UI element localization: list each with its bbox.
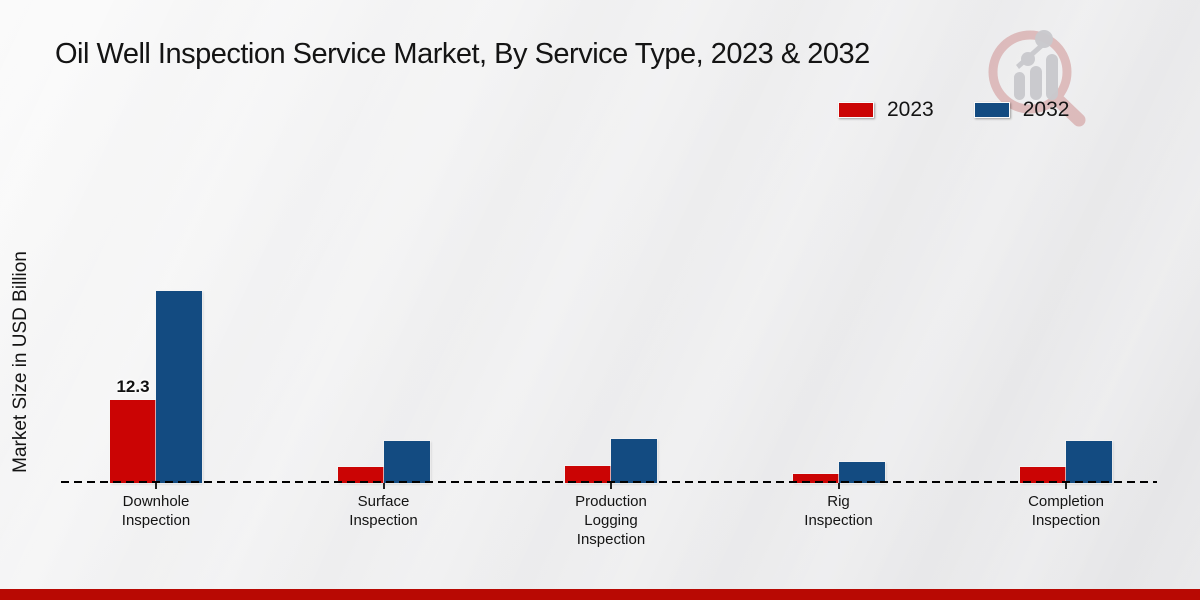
x-axis-tick: [837, 483, 840, 489]
bar-icon-short: [1014, 72, 1025, 100]
category-label-downhole-inspection: Downhole Inspection: [121, 493, 191, 529]
chart-title: Oil Well Inspection Service Market, By S…: [55, 38, 870, 70]
category-label-surface-inspection: Surface Inspection: [349, 493, 418, 529]
bar-2023-rig-inspection: [792, 474, 839, 483]
x-axis-tick: [382, 483, 385, 489]
bar-2023-production-logging-inspection: [565, 466, 611, 483]
footer-accent-bar: [0, 589, 1200, 600]
magnifier-handle-icon: [1050, 92, 1086, 127]
category-label-rig-inspection: Rig Inspection: [804, 493, 873, 529]
trend-dot-large-icon: [1035, 30, 1053, 48]
bar-value-label: 12.3: [116, 376, 150, 396]
bar-icon-tall: [1046, 54, 1058, 100]
legend-item-2032: 2032: [973, 98, 1070, 122]
bar-2023-downhole-inspection: [110, 400, 156, 483]
legend-item-2023: 2023: [838, 98, 934, 122]
x-axis-tick: [155, 483, 157, 489]
bar-2023-surface-inspection: [337, 467, 384, 483]
legend-label-2023: 2023: [887, 98, 934, 121]
category-label-production-logging-inspection: Production Logging Inspection: [575, 493, 647, 548]
bar-2032-completion-inspection: [1066, 441, 1112, 483]
legend-swatch-2032: [973, 102, 1010, 118]
bar-2032-rig-inspection: [838, 462, 885, 483]
bar-icon-medium: [1030, 66, 1042, 100]
x-axis-tick: [610, 483, 612, 489]
magnifier-ring-icon: [988, 30, 1072, 114]
category-label-completion-inspection: Completion Inspection: [1028, 493, 1104, 529]
bar-2023-completion-inspection: [1020, 467, 1066, 483]
magnifier-chart-logo-watermark: [988, 30, 1086, 127]
legend-swatch-2023: [838, 102, 874, 118]
bar-2032-downhole-inspection: [156, 291, 202, 483]
x-axis-zero-line: [61, 481, 1157, 483]
legend: 2023 2032: [838, 98, 1069, 122]
bar-2032-surface-inspection: [383, 441, 430, 483]
legend-label-2032: 2032: [1022, 98, 1070, 121]
bar-2032-production-logging-inspection: [611, 439, 657, 483]
x-axis-tick: [1065, 483, 1067, 489]
trend-dot-small-icon: [1021, 52, 1035, 66]
